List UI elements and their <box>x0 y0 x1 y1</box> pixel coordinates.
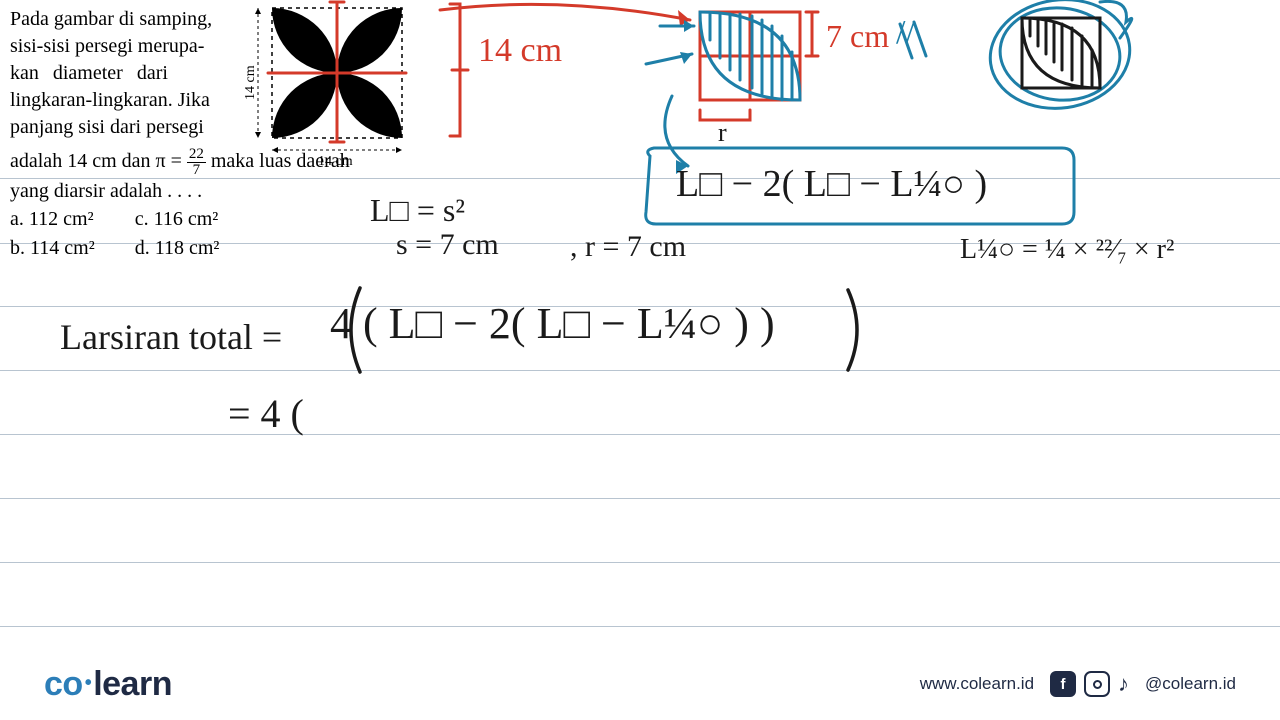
text: sisi-sisi persegi merupa- <box>10 35 204 57</box>
text: panjang sisi dari persegi <box>10 116 204 138</box>
slashes: // <box>896 14 915 52</box>
ruled-line <box>0 562 1280 563</box>
facebook-icon: f <box>1050 671 1076 697</box>
ruled-line <box>0 434 1280 435</box>
numerator: 22 <box>187 147 206 163</box>
footer-url: www.colearn.id <box>920 674 1034 694</box>
text: Pada gambar di samping, <box>10 8 212 30</box>
footer-handle: @colearn.id <box>1145 674 1236 694</box>
eq4: = 4 ( <box>228 390 304 437</box>
label-r: r <box>718 118 727 148</box>
s-eq: s = 7 cm <box>396 228 499 262</box>
option-d: d. 118 cm² <box>135 237 220 260</box>
option-c: c. 116 cm² <box>135 208 220 231</box>
dim-x: 14 cm <box>318 154 353 170</box>
r-eq: , r = 7 cm <box>570 230 686 264</box>
instagram-icon <box>1084 671 1110 697</box>
Lsq-formula: L□ = s² <box>370 192 465 229</box>
label-14cm: 14 cm <box>478 32 562 70</box>
L-quarter-formula: L¼○ = ¼ × ²²⁄₇ × r² <box>960 234 1174 266</box>
fraction: 22 7 <box>187 147 206 178</box>
text: lingkaran-lingkaran. Jika <box>10 89 210 111</box>
label-7cm: 7 cm <box>826 18 889 55</box>
footer: co•learn www.colearn.id f ♪ @colearn.id <box>0 648 1280 720</box>
logo-co: co <box>44 665 83 703</box>
option-a: a. 112 cm² <box>10 208 95 231</box>
logo-learn: learn <box>93 665 172 703</box>
text: kan diameter dari <box>10 62 168 84</box>
answer-options: a. 112 cm² b. 114 cm² c. 116 cm² d. 118 … <box>10 208 219 260</box>
dim-y: 14 cm <box>243 65 259 100</box>
logo-dot: • <box>83 672 94 694</box>
tiktok-icon: ♪ <box>1118 671 1129 697</box>
total-label: Larsiran total = <box>60 316 282 358</box>
total-rhs: 4 ( L□ − 2( L□ − L¼○ ) ) <box>330 298 775 349</box>
text: adalah 14 cm dan π = <box>10 150 187 172</box>
footer-right: www.colearn.id f ♪ @colearn.id <box>920 671 1236 697</box>
boxed-formula: L□ − 2( L□ − L¼○ ) <box>676 162 987 206</box>
problem-line7: yang diarsir adalah . . . . <box>10 178 202 205</box>
problem-paragraph: Pada gambar di samping, sisi-sisi perseg… <box>10 6 238 141</box>
denominator: 7 <box>191 163 203 178</box>
option-b: b. 114 cm² <box>10 237 95 260</box>
ruled-line <box>0 626 1280 627</box>
brand-logo: co•learn <box>44 665 172 704</box>
ruled-line <box>0 498 1280 499</box>
ruled-line <box>0 370 1280 371</box>
